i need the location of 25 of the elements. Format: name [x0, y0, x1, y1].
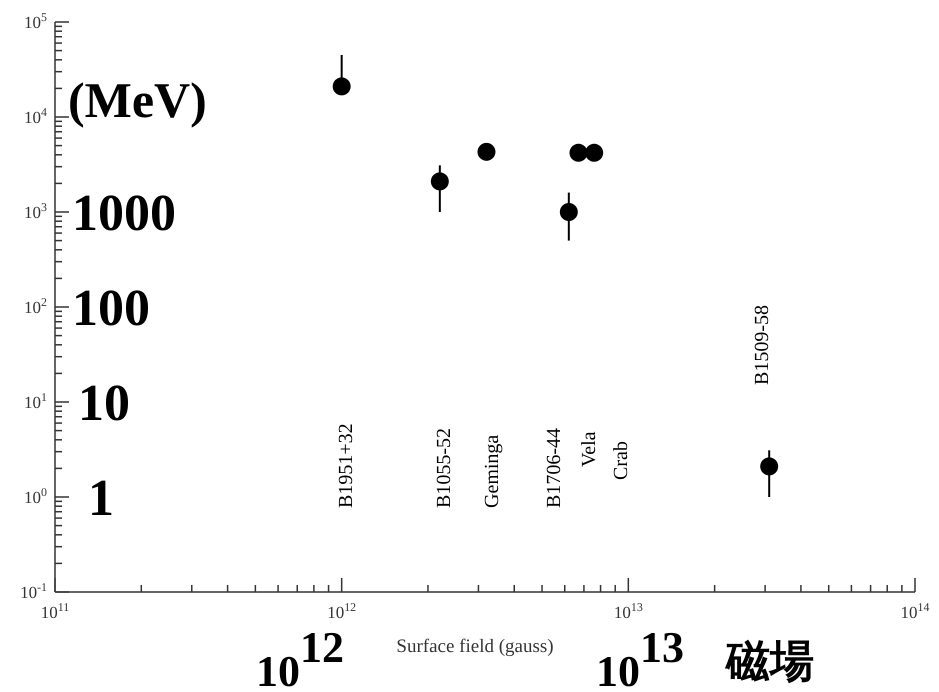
annotation: Geminga	[481, 434, 503, 508]
y-tick-label: 10$^{-1}$	[20, 580, 48, 602]
y-axis-title: (MeV)	[68, 72, 207, 128]
annotation: Crab	[610, 441, 632, 480]
annotation: B1951+32	[335, 423, 357, 508]
annotation: 1000	[72, 185, 176, 242]
text: 磁場	[724, 636, 814, 687]
x-tick-label: 10$^{11}$	[40, 600, 70, 622]
annotation: B1055-52	[433, 428, 455, 508]
annotation: B1706-44	[543, 428, 565, 508]
x-tick-label: 10$^{12}$	[327, 600, 356, 622]
x-axis-title: Surface field (gauss)	[396, 636, 554, 657]
annotation: Vela	[578, 431, 600, 467]
annotation: 1	[88, 470, 114, 527]
annotation: 100	[72, 280, 150, 337]
annotation: B1509-58	[751, 305, 773, 385]
x-tick-label: 10$^{14}$	[900, 600, 930, 622]
annotation: 10	[78, 375, 130, 432]
y-tick-label: 10$^{5}$	[24, 10, 48, 32]
x-tick-label: 10$^{13}$	[614, 600, 643, 622]
y-tick-label: 10$^{4}$	[24, 105, 48, 127]
y-tick-label: 10$^{3}$	[24, 200, 48, 222]
y-tick-label: 10$^{0}$	[24, 485, 48, 507]
y-tick-label: 10$^{2}$	[24, 295, 48, 317]
y-tick-label: 10$^{1}$	[24, 390, 48, 412]
